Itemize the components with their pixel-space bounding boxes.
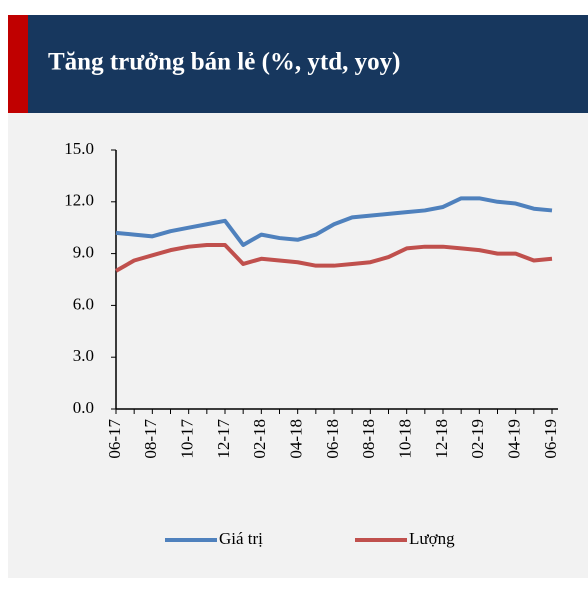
x-tick-label: 08-18 bbox=[359, 419, 378, 459]
y-tick-label: 12.0 bbox=[64, 191, 94, 210]
x-tick-label: 04-19 bbox=[505, 419, 524, 459]
header bbox=[28, 15, 588, 113]
y-tick-label: 0.0 bbox=[73, 398, 94, 417]
x-tick-label: 10-18 bbox=[396, 419, 415, 459]
series-line bbox=[115, 242, 553, 273]
x-tick-label: 08-17 bbox=[141, 419, 160, 459]
x-tick-label: 06-17 bbox=[105, 419, 124, 459]
legend-label: Giá trị bbox=[219, 529, 263, 548]
series-line bbox=[115, 196, 553, 247]
x-tick-label: 12-18 bbox=[432, 419, 451, 459]
x-tick-label: 06-19 bbox=[541, 419, 560, 459]
header-accent bbox=[8, 15, 28, 113]
y-tick-label: 9.0 bbox=[73, 243, 94, 262]
x-tick-label: 04-18 bbox=[287, 419, 306, 459]
x-tick-label: 02-18 bbox=[250, 419, 269, 459]
x-tick-label: 12-17 bbox=[214, 419, 233, 459]
panel bbox=[8, 113, 588, 578]
x-tick-label: 10-17 bbox=[178, 419, 197, 459]
y-tick-label: 15.0 bbox=[64, 139, 94, 158]
x-tick-label: 02-19 bbox=[468, 419, 487, 459]
chart-title: Tăng trưởng bán lẻ (%, ytd, yoy) bbox=[48, 49, 400, 76]
y-tick-label: 6.0 bbox=[73, 294, 94, 313]
legend-label: Lượng bbox=[409, 529, 455, 548]
y-tick-label: 3.0 bbox=[73, 346, 94, 365]
x-tick-label: 06-18 bbox=[323, 419, 342, 459]
